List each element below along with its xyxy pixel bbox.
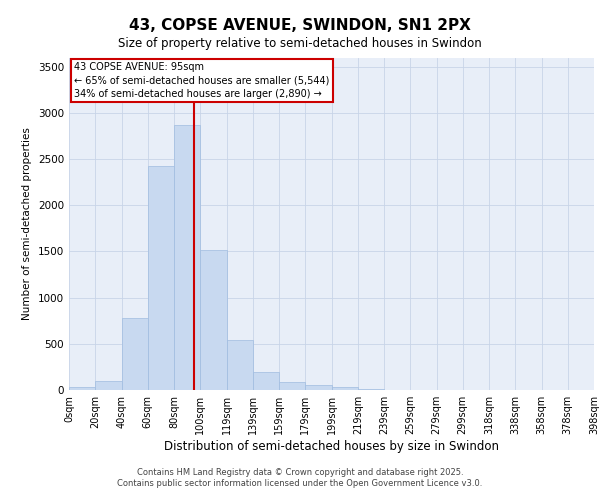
Bar: [305, 385, 331, 390]
Bar: [174, 125, 200, 390]
Bar: [358, 389, 384, 390]
Bar: [200, 250, 227, 390]
Bar: [95, 381, 121, 390]
Bar: [227, 340, 253, 390]
Text: 43 COPSE AVENUE: 95sqm
← 65% of semi-detached houses are smaller (5,544)
34% of : 43 COPSE AVENUE: 95sqm ← 65% of semi-det…: [74, 62, 329, 99]
Bar: [331, 387, 358, 390]
Bar: [69, 387, 95, 390]
Bar: [279, 382, 305, 390]
Y-axis label: Number of semi-detached properties: Number of semi-detached properties: [22, 128, 32, 320]
Text: 43, COPSE AVENUE, SWINDON, SN1 2PX: 43, COPSE AVENUE, SWINDON, SN1 2PX: [129, 18, 471, 32]
Bar: [253, 372, 279, 390]
Bar: [121, 318, 148, 390]
Bar: [148, 166, 174, 390]
Text: Size of property relative to semi-detached houses in Swindon: Size of property relative to semi-detach…: [118, 38, 482, 51]
Text: Contains HM Land Registry data © Crown copyright and database right 2025.
Contai: Contains HM Land Registry data © Crown c…: [118, 468, 482, 487]
X-axis label: Distribution of semi-detached houses by size in Swindon: Distribution of semi-detached houses by …: [164, 440, 499, 453]
